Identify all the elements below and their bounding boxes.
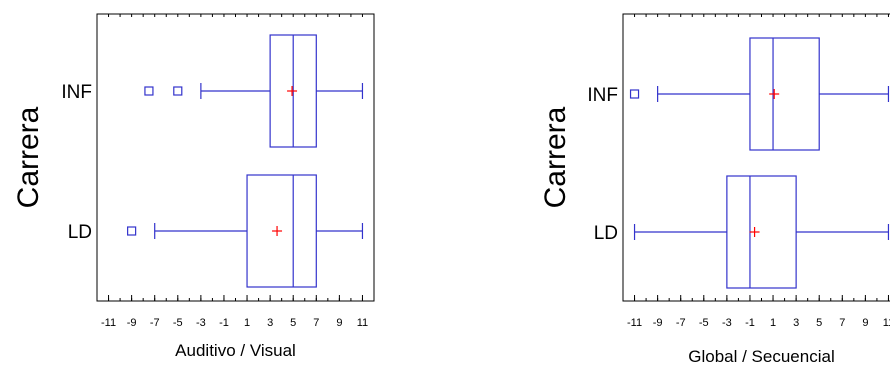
x-tick-label: -9 bbox=[127, 317, 137, 329]
x-tick-label: -3 bbox=[722, 317, 732, 329]
plot-frame bbox=[96, 13, 375, 302]
x-tick-label: -3 bbox=[196, 317, 206, 329]
x-tick-label: 5 bbox=[816, 317, 822, 329]
x-tick-label: 9 bbox=[862, 317, 868, 329]
y-axis-label: Carrera bbox=[539, 106, 572, 208]
outlier-point bbox=[173, 86, 183, 96]
iqr-box bbox=[749, 37, 820, 151]
x-tick-label: -1 bbox=[745, 317, 755, 329]
x-tick-label: 1 bbox=[244, 317, 250, 329]
chart-panel-2: -11-9-7-5-3-11357911Global / SecuencialC… bbox=[539, 13, 890, 366]
outlier-point bbox=[144, 86, 154, 96]
x-tick-label: 11 bbox=[883, 317, 890, 329]
x-tick-label: 7 bbox=[839, 317, 845, 329]
x-tick-label: 1 bbox=[770, 317, 776, 329]
x-tick-label: -5 bbox=[173, 317, 183, 329]
iqr-box bbox=[726, 175, 797, 289]
x-tick-label: 3 bbox=[267, 317, 273, 329]
outlier-point bbox=[127, 226, 137, 236]
category-label: INF bbox=[61, 82, 92, 103]
category-label: LD bbox=[594, 223, 618, 244]
box-group-ld: LD bbox=[68, 174, 364, 288]
x-tick-label: -9 bbox=[653, 317, 663, 329]
x-tick-label: 9 bbox=[336, 317, 342, 329]
x-axis-label: Global / Secuencial bbox=[688, 347, 834, 365]
outlier-point bbox=[629, 89, 640, 99]
category-label: INF bbox=[587, 85, 618, 106]
x-tick-label: -7 bbox=[676, 317, 686, 329]
y-axis-label: Carrera bbox=[12, 106, 45, 208]
plot-frame bbox=[622, 13, 890, 302]
x-tick-label: -1 bbox=[219, 317, 229, 329]
category-label: LD bbox=[68, 222, 92, 243]
box-group-inf: INF bbox=[61, 34, 364, 148]
x-tick-label: -7 bbox=[150, 317, 160, 329]
box-group-inf: INF bbox=[587, 37, 890, 151]
x-tick-label: 7 bbox=[313, 317, 319, 329]
box-group-ld: LD bbox=[594, 175, 890, 289]
x-tick-label: -5 bbox=[699, 317, 709, 329]
x-tick-label: -11 bbox=[101, 317, 116, 329]
x-tick-label: 3 bbox=[793, 317, 799, 329]
x-tick-label: 5 bbox=[290, 317, 296, 329]
x-tick-label: -11 bbox=[627, 317, 642, 329]
iqr-box bbox=[246, 174, 317, 288]
x-tick-label: 11 bbox=[357, 317, 368, 329]
x-axis-label: Auditivo / Visual bbox=[175, 341, 296, 360]
